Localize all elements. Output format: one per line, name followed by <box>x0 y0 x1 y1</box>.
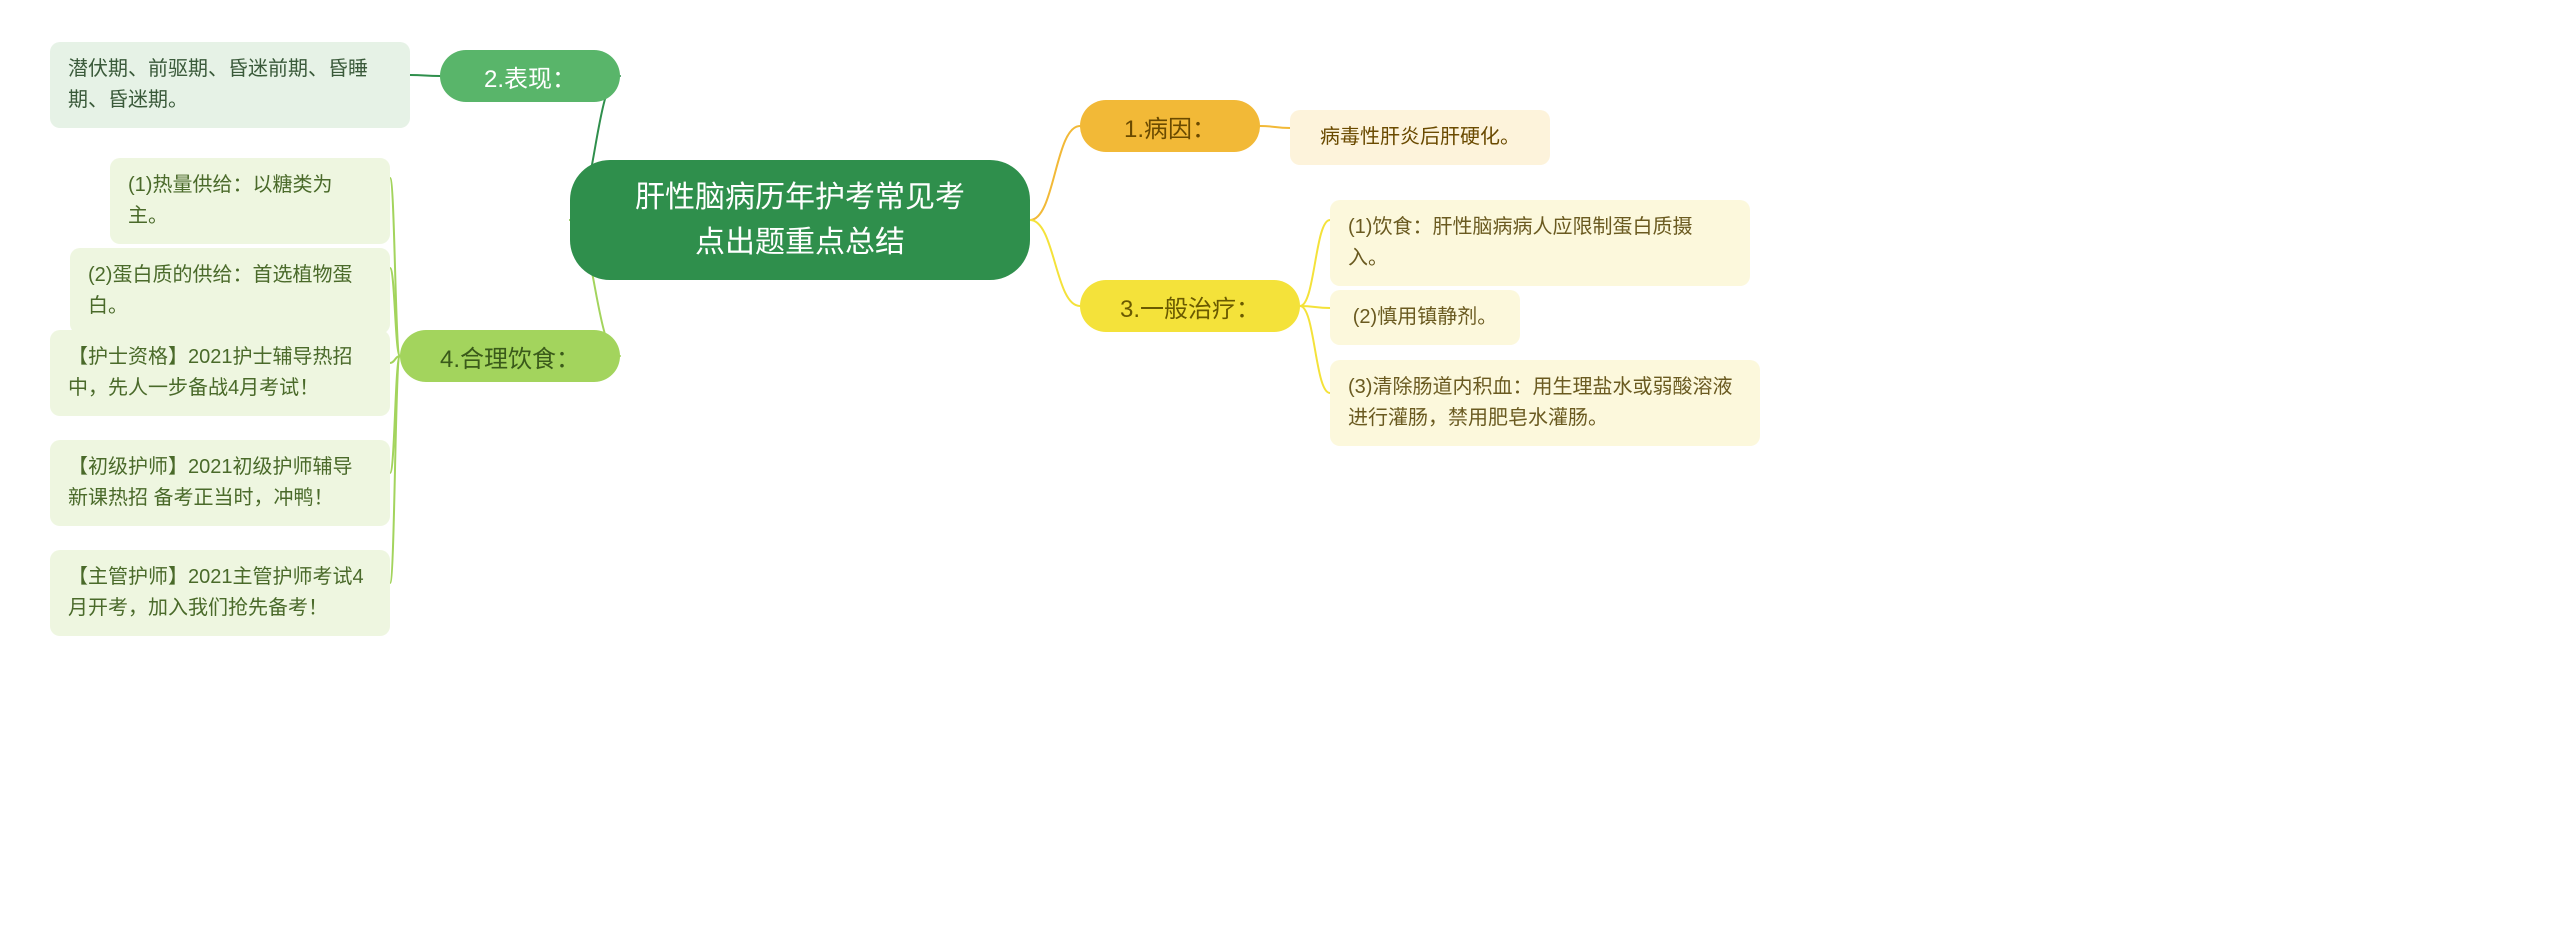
leaf-b3-1: (2)慎用镇静剂。 <box>1330 290 1520 345</box>
leaf-b4-0: (1)热量供给：以糖类为主。 <box>110 158 390 244</box>
leaf-b3-2: (3)清除肠道内积血：用生理盐水或弱酸溶液进行灌肠，禁用肥皂水灌肠。 <box>1330 360 1760 446</box>
leaf-b4-2-label: 【护士资格】2021护士辅导热招中，先人一步备战4月考试！ <box>68 342 372 404</box>
leaf-b2-0-label: 潜伏期、前驱期、昏迷前期、昏睡期、昏迷期。 <box>68 54 392 116</box>
branch-b4: 4.合理饮食： <box>400 330 620 382</box>
leaf-b4-4-label: 【主管护师】2021主管护师考试4月开考，加入我们抢先备考！ <box>68 562 372 624</box>
branch-b2: 2.表现： <box>440 50 620 102</box>
leaf-b1-0-label: 病毒性肝炎后肝硬化。 <box>1320 122 1520 153</box>
leaf-b3-2-label: (3)清除肠道内积血：用生理盐水或弱酸溶液进行灌肠，禁用肥皂水灌肠。 <box>1348 372 1742 434</box>
branch-b1: 1.病因： <box>1080 100 1260 152</box>
leaf-b4-1-label: (2)蛋白质的供给：首选植物蛋白。 <box>88 260 372 322</box>
leaf-b4-4: 【主管护师】2021主管护师考试4月开考，加入我们抢先备考！ <box>50 550 390 636</box>
branch-b2-label: 2.表现： <box>484 59 576 94</box>
root-node: 肝性脑病历年护考常见考 点出题重点总结 <box>570 160 1030 280</box>
branch-b3: 3.一般治疗： <box>1080 280 1300 332</box>
leaf-b4-2: 【护士资格】2021护士辅导热招中，先人一步备战4月考试！ <box>50 330 390 416</box>
leaf-b1-0: 病毒性肝炎后肝硬化。 <box>1290 110 1550 165</box>
leaf-b3-0: (1)饮食：肝性脑病病人应限制蛋白质摄入。 <box>1330 200 1750 286</box>
leaf-b2-0: 潜伏期、前驱期、昏迷前期、昏睡期、昏迷期。 <box>50 42 410 128</box>
branch-b3-label: 3.一般治疗： <box>1120 289 1260 324</box>
leaf-b4-3-label: 【初级护师】2021初级护师辅导新课热招 备考正当时，冲鸭！ <box>68 452 372 514</box>
leaf-b4-3: 【初级护师】2021初级护师辅导新课热招 备考正当时，冲鸭！ <box>50 440 390 526</box>
branch-b1-label: 1.病因： <box>1124 109 1216 144</box>
leaf-b4-1: (2)蛋白质的供给：首选植物蛋白。 <box>70 248 390 334</box>
branch-b4-label: 4.合理饮食： <box>440 339 580 374</box>
root-text: 肝性脑病历年护考常见考 点出题重点总结 <box>635 175 965 265</box>
leaf-b3-1-label: (2)慎用镇静剂。 <box>1353 302 1497 333</box>
leaf-b3-0-label: (1)饮食：肝性脑病病人应限制蛋白质摄入。 <box>1348 212 1732 274</box>
leaf-b4-0-label: (1)热量供给：以糖类为主。 <box>128 170 372 232</box>
mindmap-stage: 肝性脑病历年护考常见考 点出题重点总结 1.病因： 病毒性肝炎后肝硬化。 2.表现：… <box>0 0 2560 927</box>
